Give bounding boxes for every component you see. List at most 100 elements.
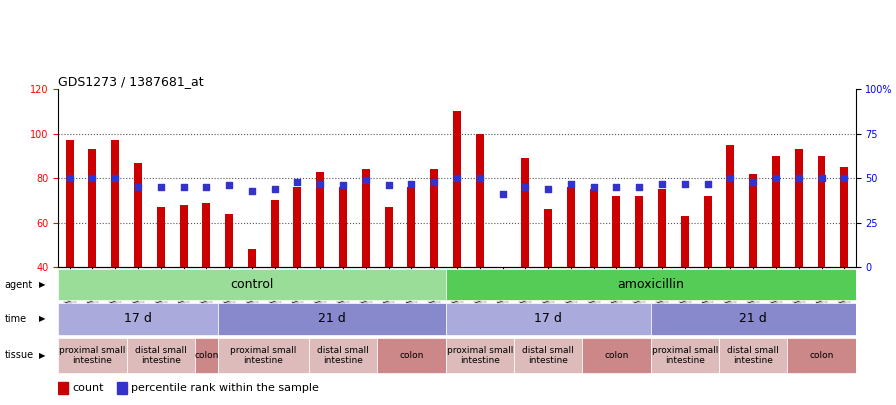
Bar	[248, 249, 256, 267]
Bar	[544, 209, 552, 267]
Bar	[749, 174, 757, 267]
Point	[427, 179, 442, 185]
Point	[837, 175, 851, 181]
Bar	[339, 187, 347, 267]
Text: 21 d: 21 d	[739, 312, 767, 326]
Point	[222, 182, 237, 189]
Bar	[225, 214, 233, 267]
Point	[153, 184, 168, 190]
Text: colon: colon	[194, 351, 219, 360]
Text: amoxicillin: amoxicillin	[617, 278, 684, 291]
Bar	[89, 149, 97, 267]
Bar	[445, 338, 514, 373]
Point	[495, 191, 510, 198]
Bar	[309, 338, 377, 373]
Bar	[650, 303, 856, 335]
Bar	[514, 338, 582, 373]
Point	[358, 177, 373, 183]
Point	[541, 185, 556, 192]
Bar	[650, 338, 719, 373]
Bar	[613, 196, 620, 267]
Text: control: control	[230, 278, 273, 291]
Point	[63, 175, 77, 181]
Text: 17 d: 17 d	[124, 312, 152, 326]
Bar	[384, 207, 392, 267]
Text: distal small
intestine: distal small intestine	[317, 346, 369, 365]
Point	[746, 179, 761, 185]
Text: ▶: ▶	[39, 351, 45, 360]
Text: distal small
intestine: distal small intestine	[522, 346, 574, 365]
Bar	[719, 338, 788, 373]
Bar	[476, 134, 484, 267]
Text: ▶: ▶	[39, 280, 45, 289]
Bar	[445, 303, 650, 335]
Point	[199, 184, 213, 190]
Point	[655, 180, 669, 187]
Point	[769, 175, 783, 181]
Bar	[58, 269, 445, 301]
Point	[313, 180, 327, 187]
Bar	[294, 187, 301, 267]
Bar	[271, 200, 279, 267]
Bar	[65, 140, 73, 267]
Bar	[126, 338, 195, 373]
Text: proximal small
intestine: proximal small intestine	[230, 346, 297, 365]
Text: 17 d: 17 d	[534, 312, 562, 326]
Text: tissue: tissue	[4, 350, 34, 360]
Bar	[658, 189, 666, 267]
Point	[268, 185, 282, 192]
Point	[245, 188, 259, 194]
Text: time: time	[4, 314, 27, 324]
Bar	[817, 156, 825, 267]
Bar	[377, 338, 445, 373]
Point	[85, 175, 99, 181]
Bar	[681, 216, 689, 267]
Point	[472, 175, 487, 181]
Point	[814, 175, 829, 181]
Point	[404, 180, 418, 187]
Text: distal small
intestine: distal small intestine	[728, 346, 779, 365]
Bar	[430, 169, 438, 267]
Point	[791, 175, 806, 181]
Point	[450, 175, 464, 181]
Point	[701, 180, 715, 187]
Text: ▶: ▶	[39, 314, 45, 324]
Text: colon: colon	[809, 351, 833, 360]
Text: colon: colon	[604, 351, 629, 360]
Point	[632, 184, 646, 190]
Text: count: count	[73, 383, 104, 393]
Point	[609, 184, 624, 190]
Point	[677, 180, 692, 187]
Bar	[316, 171, 324, 267]
Bar	[134, 162, 142, 267]
Point	[131, 184, 145, 190]
Text: 21 d: 21 d	[318, 312, 346, 326]
Text: proximal small
intestine: proximal small intestine	[446, 346, 513, 365]
Bar	[218, 303, 445, 335]
Point	[723, 175, 737, 181]
Bar	[58, 303, 218, 335]
Bar	[445, 269, 856, 301]
Bar	[590, 189, 598, 267]
Bar	[840, 167, 849, 267]
Point	[336, 182, 350, 189]
Bar	[703, 196, 711, 267]
Bar	[772, 156, 780, 267]
Point	[290, 179, 305, 185]
Bar	[408, 187, 416, 267]
Bar	[521, 158, 530, 267]
Text: proximal small
intestine: proximal small intestine	[59, 346, 125, 365]
Bar	[635, 196, 643, 267]
Bar	[58, 382, 68, 394]
Bar	[202, 202, 211, 267]
Text: GDS1273 / 1387681_at: GDS1273 / 1387681_at	[58, 75, 204, 88]
Text: agent: agent	[4, 279, 33, 290]
Bar	[582, 338, 650, 373]
Bar	[362, 169, 370, 267]
Point	[382, 182, 396, 189]
Point	[177, 184, 191, 190]
Text: proximal small
intestine: proximal small intestine	[651, 346, 718, 365]
Bar	[788, 338, 856, 373]
Point	[518, 184, 532, 190]
Point	[587, 184, 601, 190]
